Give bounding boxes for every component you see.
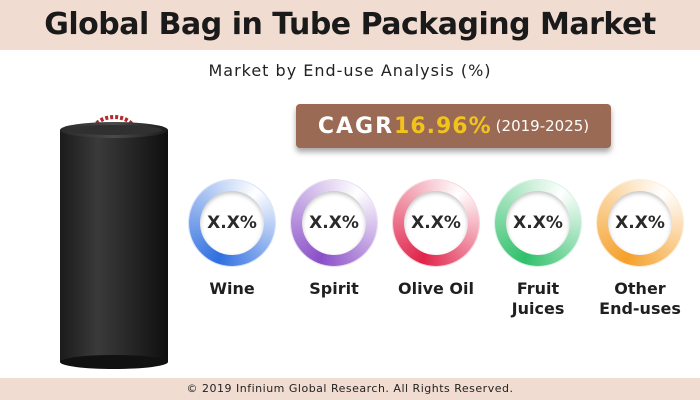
title-bar [0, 0, 700, 50]
bag-in-tube-illustration [60, 115, 168, 369]
segment-label-fruit-juices: Fruit Juices [511, 279, 565, 318]
cagr-years: (2019-2025) [495, 117, 590, 135]
segment-ring-fruit-juices: X.X% [495, 180, 581, 266]
segment-value: X.X% [302, 191, 366, 255]
cagr-value: 16.96% [394, 113, 492, 139]
segment-value: X.X% [404, 191, 468, 255]
segment-value: X.X% [200, 191, 264, 255]
segment-label-spirit: Spirit [309, 279, 359, 298]
segment-ring-spirit: X.X% [291, 180, 377, 266]
segment-label-wine: Wine [209, 279, 255, 298]
cagr-label: CAGR [317, 113, 395, 139]
page-title: Global Bag in Tube Packaging Market [44, 7, 656, 42]
segment-label-olive-oil: Olive Oil [398, 279, 474, 298]
copyright-footer: © 2019 Infinium Global Research. All Rig… [0, 378, 700, 400]
segment-value: X.X% [608, 191, 672, 255]
segment-ring-other-end-uses: X.X% [597, 180, 683, 266]
segment-ring-wine: X.X% [189, 180, 275, 266]
segment-ring-olive-oil: X.X% [393, 180, 479, 266]
segment-value: X.X% [506, 191, 570, 255]
cagr-badge: CAGR 16.96% (2019-2025) [296, 104, 611, 148]
subtitle: Market by End-use Analysis (%) [208, 61, 492, 80]
segment-label-other-end-uses: Other End-uses [599, 279, 681, 318]
